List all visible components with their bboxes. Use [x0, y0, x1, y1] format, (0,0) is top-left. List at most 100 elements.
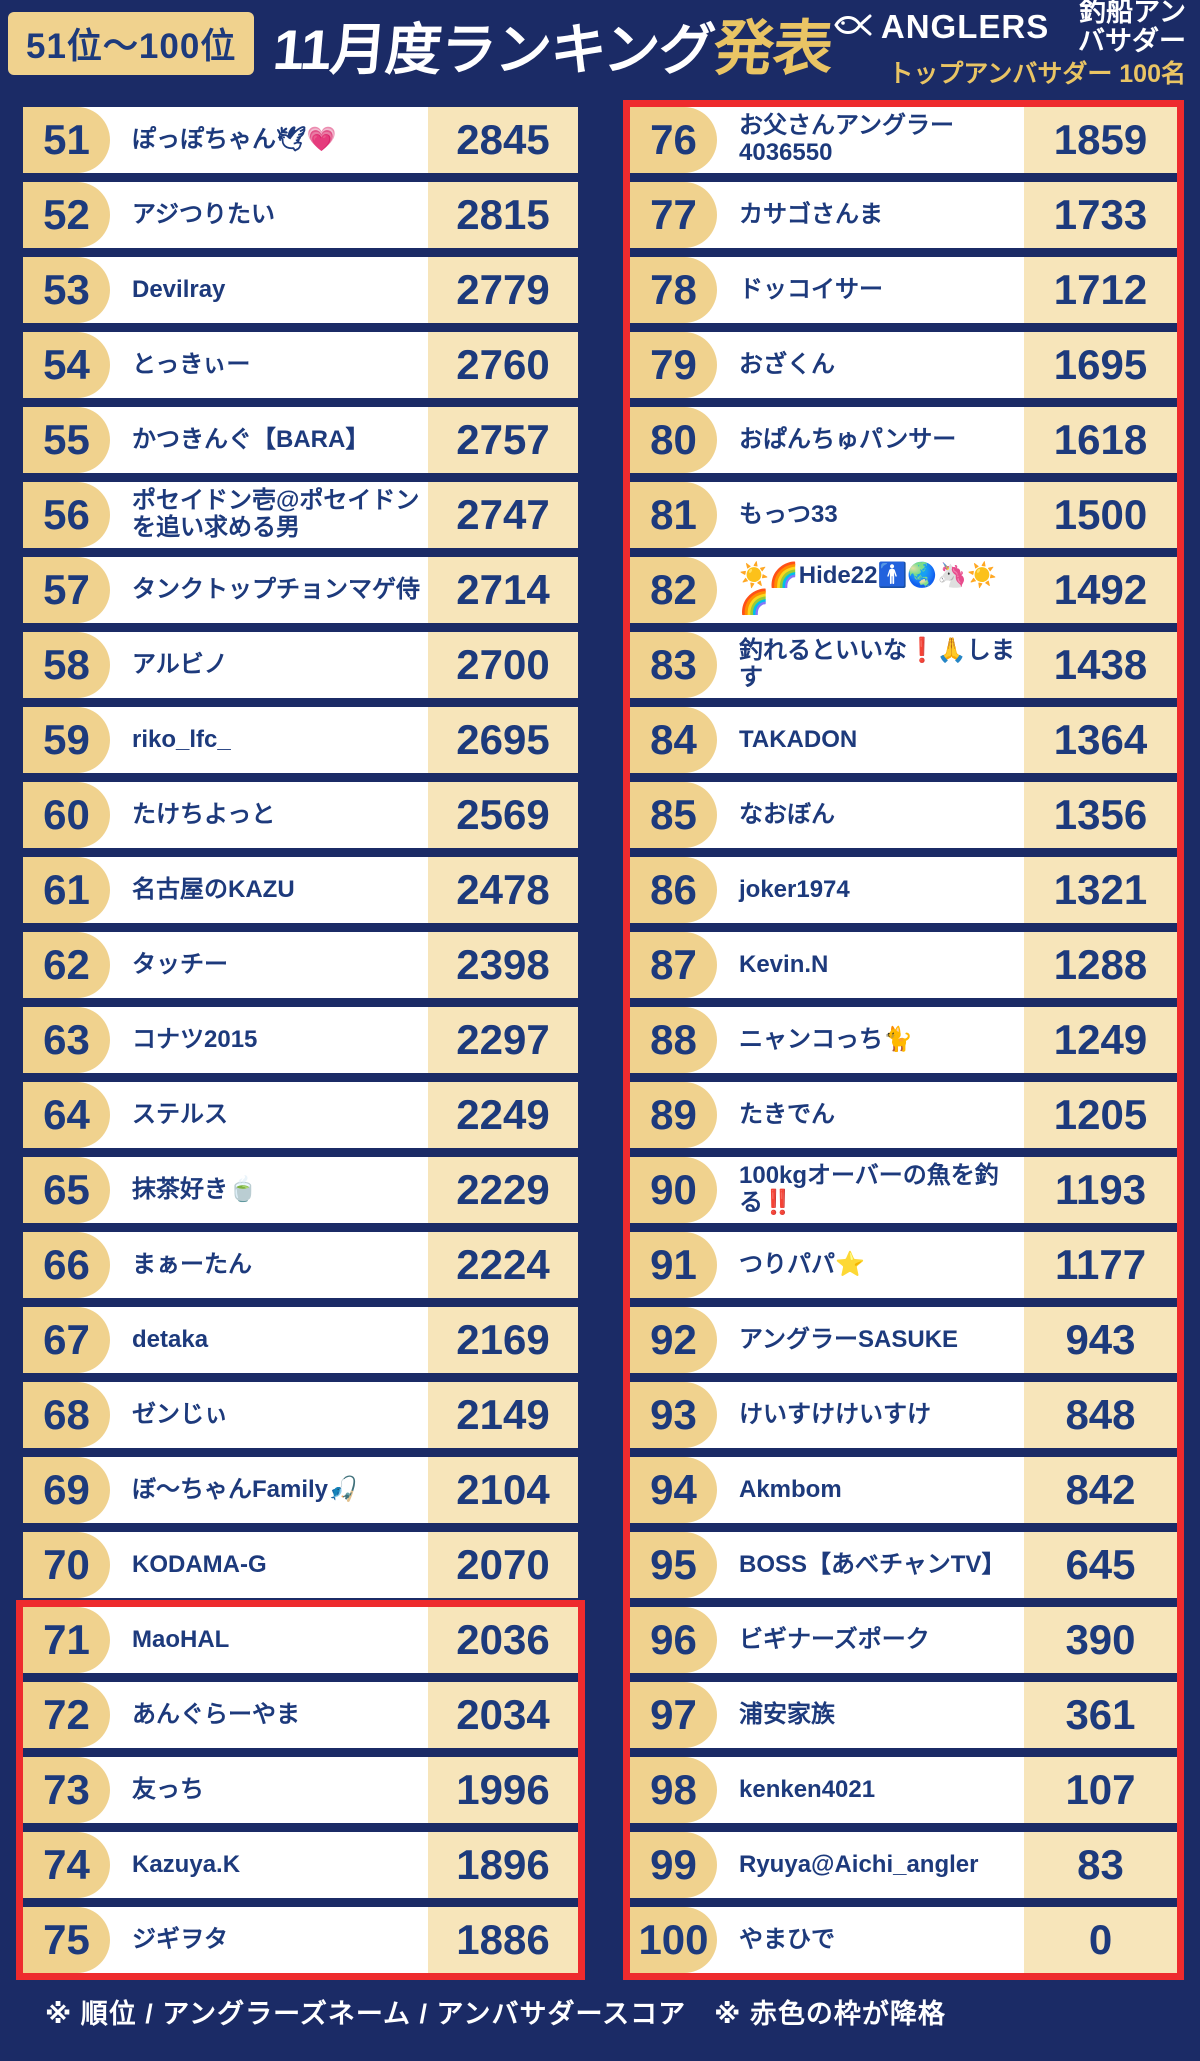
- rank-badge: 86: [630, 857, 717, 923]
- ambassador-score: 1712: [1024, 257, 1177, 323]
- ambassador-score: 2695: [428, 707, 578, 773]
- brand-suffix: 釣船アンバサダー: [1078, 0, 1186, 57]
- ambassador-score: 2224: [428, 1232, 578, 1298]
- angler-name: アングラーSASUKE: [739, 1325, 959, 1353]
- ranking-row: 93 けいすけけいすけ 848: [630, 1382, 1177, 1448]
- angler-name: 100kgオーバーの魚を釣る‼️: [739, 1162, 999, 1216]
- rank-badge: 94: [630, 1457, 717, 1523]
- brand-top: ANGLERS 釣船アンバサダー: [833, 0, 1186, 57]
- rank-badge: 93: [630, 1382, 717, 1448]
- ambassador-score: 1695: [1024, 332, 1177, 398]
- demotion-group: 71 MaoHAL 2036 72 あんぐらーやま 2034 73 友っち 1996 74 Kazu…: [16, 1600, 585, 1980]
- angler-name: ゼンじぃ: [132, 1400, 228, 1428]
- rank-badge: 84: [630, 707, 717, 773]
- rank-badge: 56: [23, 482, 110, 548]
- ranking-row: 100 やまひで 0: [630, 1907, 1177, 1973]
- rank-badge: 70: [23, 1532, 110, 1598]
- rank-badge: 72: [23, 1682, 110, 1748]
- ambassador-score: 0: [1024, 1907, 1177, 1973]
- legend-note: ※ 順位 / アングラーズネーム / アンバサダースコア ※ 赤色の枠が降格: [45, 1999, 946, 2029]
- angler-name: タッチー: [132, 950, 228, 978]
- rank-badge: 51: [23, 107, 110, 173]
- rank-badge: 58: [23, 632, 110, 698]
- ranking-row: 98 kenken4021 107: [630, 1757, 1177, 1823]
- angler-name: ☀️🌈Hide22🚹🌏🦄☀️🌈: [739, 562, 997, 616]
- angler-name: TAKADON: [739, 725, 858, 753]
- ambassador-score: 2747: [428, 482, 578, 548]
- rank-badge: 99: [630, 1832, 717, 1898]
- rank-badge: 89: [630, 1082, 717, 1148]
- ranking-row: 73 友っち 1996: [23, 1757, 578, 1823]
- angler-name: おざくん: [739, 350, 835, 378]
- angler-name: 名古屋のKAZU: [132, 875, 295, 903]
- angler-name: アルビノ: [132, 650, 228, 678]
- angler-name: タンクトップチョンマゲ侍: [132, 575, 420, 603]
- ambassador-score: 1733: [1024, 182, 1177, 248]
- ambassador-score: 2757: [428, 407, 578, 473]
- ranking-row: 52 アジつりたい 2815: [23, 182, 578, 248]
- ambassador-score: 2036: [428, 1607, 578, 1673]
- ranking-row: 55 かつきんぐ【BARA】 2757: [23, 407, 578, 473]
- ranking-row: 82 ☀️🌈Hide22🚹🌏🦄☀️🌈 1492: [630, 557, 1177, 623]
- ambassador-score: 1896: [428, 1832, 578, 1898]
- rank-badge: 77: [630, 182, 717, 248]
- rank-badge: 52: [23, 182, 110, 248]
- ranking-row: 65 抹茶好き🍵 2229: [23, 1157, 578, 1223]
- ranking-row: 71 MaoHAL 2036: [23, 1607, 578, 1673]
- rank-badge: 87: [630, 932, 717, 998]
- rank-badge: 91: [630, 1232, 717, 1298]
- rank-badge: 71: [23, 1607, 110, 1673]
- ranking-row: 91 つりパパ⭐ 1177: [630, 1232, 1177, 1298]
- angler-name: もっつ33: [739, 500, 838, 528]
- ranking-row: 90 100kgオーバーの魚を釣る‼️ 1193: [630, 1157, 1177, 1223]
- ambassador-score: 390: [1024, 1607, 1177, 1673]
- ambassador-score: 2700: [428, 632, 578, 698]
- ranking-row: 96 ビギナーズポーク 390: [630, 1607, 1177, 1673]
- ambassador-score: 2815: [428, 182, 578, 248]
- ambassador-score: 2249: [428, 1082, 578, 1148]
- ambassador-score: 361: [1024, 1682, 1177, 1748]
- rank-badge: 100: [630, 1907, 717, 1973]
- ambassador-score: 2169: [428, 1307, 578, 1373]
- ranking-row: 88 ニャンコっち🐈 1249: [630, 1007, 1177, 1073]
- rank-badge: 96: [630, 1607, 717, 1673]
- rank-badge: 68: [23, 1382, 110, 1448]
- angler-name: Kazuya.K: [132, 1850, 241, 1878]
- rank-badge: 64: [23, 1082, 110, 1148]
- page-title-main: 11月度ランキング: [271, 17, 718, 81]
- rank-badge: 75: [23, 1907, 110, 1973]
- ambassador-score: 1618: [1024, 407, 1177, 473]
- ranking-row: 95 BOSS【あべチャンTV】 645: [630, 1532, 1177, 1598]
- ranking-row: 62 タッチー 2398: [23, 932, 578, 998]
- angler-name: ジギヲタ: [132, 1925, 228, 1953]
- ambassador-score: 2034: [428, 1682, 578, 1748]
- ranking-row: 58 アルビノ 2700: [23, 632, 578, 698]
- angler-name: kenken4021: [739, 1775, 876, 1803]
- ranking-row: 56 ポセイドン壱@ポセイドンを追い求める男 2747: [23, 482, 578, 548]
- anglers-logo-icon: [833, 10, 873, 45]
- angler-name: つりパパ⭐: [739, 1250, 865, 1278]
- angler-name: おぱんちゅパンサー: [739, 425, 957, 453]
- ambassador-score: 1288: [1024, 932, 1177, 998]
- angler-name: ビギナーズポーク: [739, 1625, 930, 1653]
- ranking-row: 54 とっきぃー 2760: [23, 332, 578, 398]
- ambassador-score: 1364: [1024, 707, 1177, 773]
- ambassador-score: 1193: [1024, 1157, 1177, 1223]
- page-title: 11月度ランキング発表: [271, 0, 837, 87]
- ambassador-score: 1996: [428, 1757, 578, 1823]
- rank-badge: 66: [23, 1232, 110, 1298]
- rank-badge: 61: [23, 857, 110, 923]
- angler-name: detaka: [132, 1325, 209, 1353]
- ranking-row: 61 名古屋のKAZU 2478: [23, 857, 578, 923]
- ambassador-score: 83: [1024, 1832, 1177, 1898]
- rank-badge: 59: [23, 707, 110, 773]
- rank-badge: 78: [630, 257, 717, 323]
- angler-name: 釣れるといいな❗🙏します: [739, 637, 1015, 691]
- angler-name: アジつりたい: [132, 200, 276, 228]
- ranking-row: 92 アングラーSASUKE 943: [630, 1307, 1177, 1373]
- rank-badge: 57: [23, 557, 110, 623]
- angler-name: BOSS【あべチャンTV】: [739, 1550, 1006, 1578]
- angler-name: riko_lfc_: [132, 725, 231, 753]
- ambassador-score: 1886: [428, 1907, 578, 1973]
- rank-badge: 81: [630, 482, 717, 548]
